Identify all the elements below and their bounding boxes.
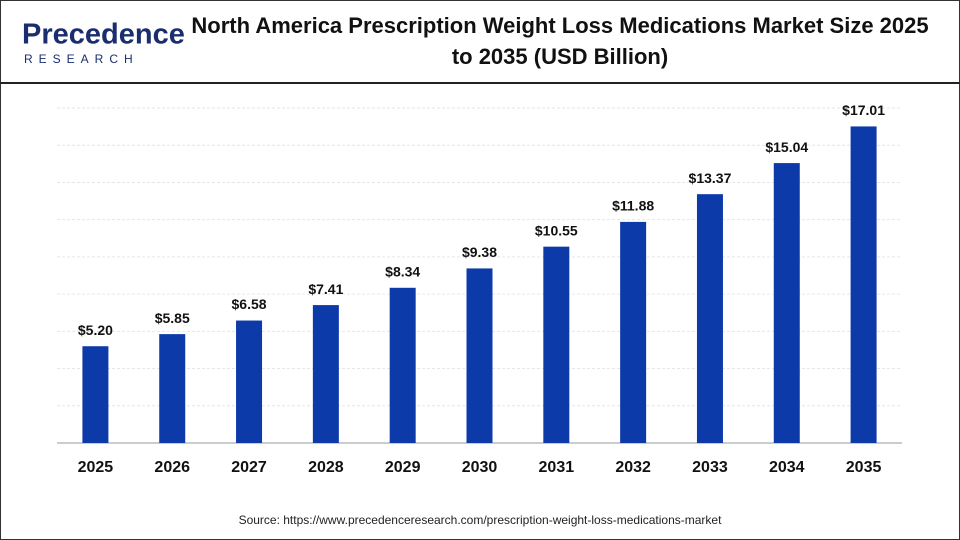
bar <box>466 268 493 443</box>
value-label: $10.55 <box>535 222 578 238</box>
value-label: $6.58 <box>232 296 267 312</box>
x-tick-label: 2025 <box>78 459 114 476</box>
source: Source: https://www.precedenceresearch.c… <box>239 513 723 527</box>
value-label: $8.34 <box>385 263 420 279</box>
bar <box>620 221 647 443</box>
x-tick-label: 2031 <box>539 459 575 476</box>
bar <box>696 194 723 443</box>
x-tick-label: 2029 <box>385 459 421 476</box>
x-tick-label: 2027 <box>231 459 267 476</box>
value-label: $7.41 <box>308 281 343 297</box>
value-label: $5.85 <box>155 310 190 326</box>
value-label: $5.20 <box>78 322 113 338</box>
x-tick-label: 2032 <box>615 459 651 476</box>
value-label: $13.37 <box>689 170 732 186</box>
bar <box>312 305 339 443</box>
value-label: $17.01 <box>842 102 885 118</box>
x-tick-label: 2033 <box>692 459 728 476</box>
bar <box>236 320 263 443</box>
bar <box>773 163 800 444</box>
chart-title: North America Prescription Weight Loss M… <box>191 13 929 69</box>
logo-name: Precedence <box>22 19 185 51</box>
x-tick-label: 2028 <box>308 459 344 476</box>
logo-tagline: RESEARCH <box>24 52 139 66</box>
bar <box>389 287 416 443</box>
bar <box>850 126 877 444</box>
x-tick-label: 2034 <box>769 459 805 476</box>
value-label: $11.88 <box>612 198 654 214</box>
value-label: $15.04 <box>765 139 808 155</box>
x-tick-label: 2030 <box>462 459 498 476</box>
bar <box>82 346 109 443</box>
bar <box>159 334 186 443</box>
value-label: $9.38 <box>462 244 497 260</box>
x-tick-label: 2035 <box>846 459 882 476</box>
x-tick-label: 2026 <box>154 459 190 476</box>
bar <box>543 246 570 443</box>
